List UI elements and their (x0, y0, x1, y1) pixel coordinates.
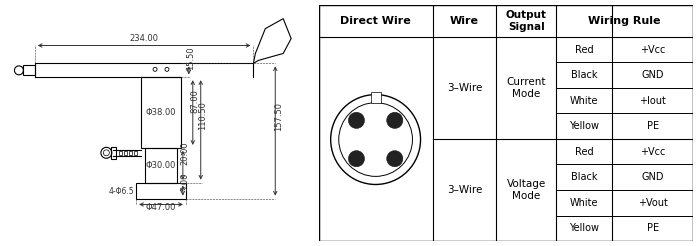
Text: 5.00: 5.00 (181, 172, 189, 191)
Text: Wiring Rule: Wiring Rule (589, 16, 661, 26)
Bar (111, 147, 116, 159)
Text: Φ38.00: Φ38.00 (146, 108, 176, 117)
Bar (371, 92, 381, 104)
Bar (119, 151, 122, 155)
Text: Output
Signal: Output Signal (506, 10, 547, 32)
Bar (136, 183, 186, 199)
Text: +Iout: +Iout (639, 96, 666, 106)
Text: PE: PE (647, 121, 659, 131)
Bar (141, 77, 181, 148)
Bar (145, 148, 177, 183)
Text: Wire: Wire (450, 16, 479, 26)
Bar (130, 151, 132, 155)
Bar (134, 151, 137, 155)
Text: Φ30.00: Φ30.00 (146, 161, 176, 170)
Text: Yellow: Yellow (569, 121, 599, 131)
Text: 20.00: 20.00 (181, 142, 189, 165)
Text: Red: Red (575, 147, 594, 157)
Text: 234.00: 234.00 (130, 33, 159, 43)
Text: +Vcc: +Vcc (640, 147, 666, 157)
Text: +Vcc: +Vcc (640, 45, 666, 55)
Text: White: White (570, 96, 598, 106)
Text: 15.50: 15.50 (186, 47, 195, 70)
Text: Black: Black (571, 70, 598, 80)
Ellipse shape (349, 151, 365, 167)
Text: 157.50: 157.50 (274, 102, 283, 131)
Bar (23, 65, 35, 75)
Text: Voltage
Mode: Voltage Mode (507, 179, 546, 201)
Bar (124, 151, 127, 155)
Text: +Vout: +Vout (638, 198, 668, 208)
Text: Current
Mode: Current Mode (507, 77, 546, 99)
Ellipse shape (386, 112, 403, 128)
Text: 4-Φ6.5: 4-Φ6.5 (108, 186, 134, 196)
Text: White: White (570, 198, 598, 208)
Text: 110.50: 110.50 (198, 101, 207, 130)
Text: 87.00: 87.00 (190, 89, 199, 113)
Text: Red: Red (575, 45, 594, 55)
Ellipse shape (386, 151, 403, 167)
Text: Yellow: Yellow (569, 223, 599, 233)
Text: Direct Wire: Direct Wire (340, 16, 411, 26)
Text: 3–Wire: 3–Wire (447, 185, 482, 195)
Text: GND: GND (641, 70, 664, 80)
Ellipse shape (330, 95, 421, 184)
Text: PE: PE (647, 223, 659, 233)
Text: GND: GND (641, 172, 664, 182)
Text: Φ47.00: Φ47.00 (146, 203, 176, 212)
Text: Black: Black (571, 172, 598, 182)
Ellipse shape (349, 112, 365, 128)
Text: 3–Wire: 3–Wire (447, 83, 482, 93)
